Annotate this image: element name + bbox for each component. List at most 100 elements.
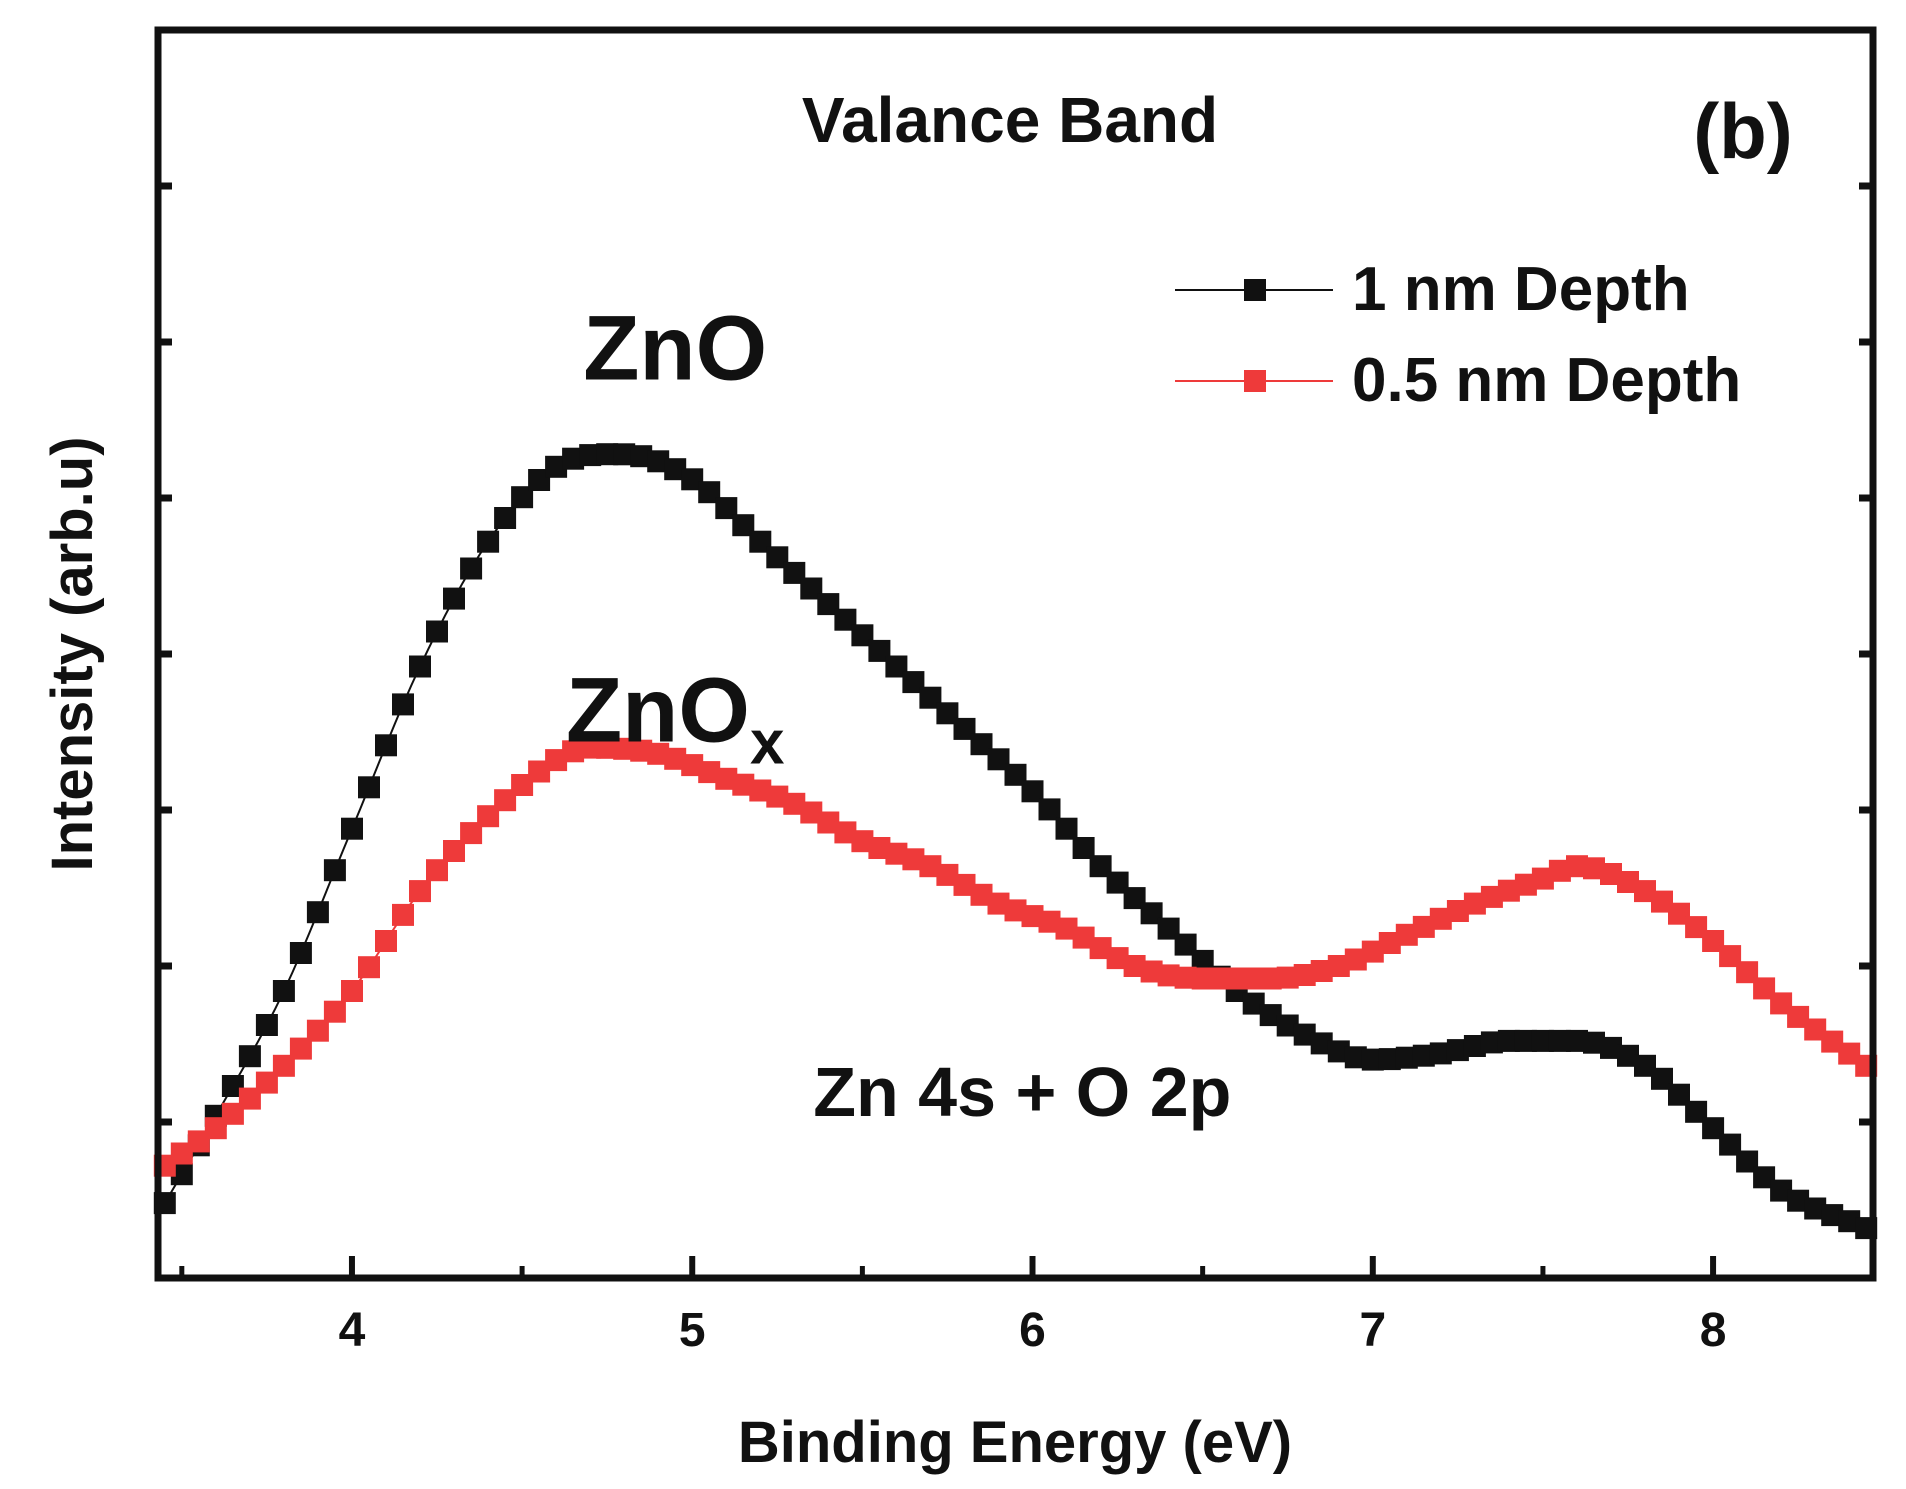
data-point-1nm <box>766 546 789 569</box>
data-point-1nm <box>834 608 857 631</box>
data-point-1nm <box>306 901 329 924</box>
data-point-05nm <box>1531 867 1554 890</box>
data-point-05nm <box>1327 955 1350 977</box>
data-point-1nm <box>613 443 636 466</box>
data-point-05nm <box>545 749 568 772</box>
data-point-1nm <box>1395 1046 1418 1069</box>
data-point-05nm <box>221 1102 244 1125</box>
data-point-1nm <box>255 1014 278 1036</box>
data-point-05nm <box>970 883 993 906</box>
data-point-1nm <box>732 514 755 537</box>
data-point-1nm <box>953 717 976 740</box>
data-point-1nm <box>681 468 704 491</box>
x-tick-label: 5 <box>679 1304 706 1357</box>
data-point-1nm <box>528 469 551 491</box>
data-point-05nm <box>477 805 500 828</box>
y-axis-label: Intensity (arb.u) <box>40 436 105 871</box>
data-point-05nm <box>1583 857 1605 880</box>
data-point-05nm <box>647 742 670 765</box>
data-point-05nm <box>936 863 959 886</box>
data-point-05nm <box>1753 977 1776 1000</box>
data-point-05nm <box>885 842 908 865</box>
data-point-05nm <box>1566 855 1588 878</box>
data-point-1nm <box>698 481 721 504</box>
data-point-05nm <box>187 1130 210 1153</box>
data-point-1nm <box>494 507 517 529</box>
data-point-1nm <box>1378 1048 1401 1071</box>
data-point-05nm <box>494 789 517 812</box>
data-point-05nm <box>1804 1018 1827 1041</box>
data-point-05nm <box>528 760 551 783</box>
data-point-1nm <box>323 859 346 882</box>
data-point-1nm <box>868 639 891 662</box>
data-point-05nm <box>1106 947 1129 970</box>
data-point-1nm <box>1344 1046 1367 1069</box>
data-point-05nm <box>289 1037 312 1060</box>
data-point-05nm <box>1685 916 1708 939</box>
data-point-1nm <box>1804 1197 1827 1220</box>
data-point-1nm <box>817 593 840 616</box>
x-tick-label: 4 <box>339 1304 366 1357</box>
data-point-05nm <box>1395 923 1418 946</box>
data-point-1nm <box>272 980 295 1002</box>
legend-label-1nm: 1 nm Depth <box>1352 255 1690 324</box>
data-point-05nm <box>323 1000 346 1023</box>
data-point-1nm <box>1702 1117 1725 1140</box>
data-point-05nm <box>800 801 823 824</box>
annotation-znox-subscript: x <box>750 708 785 777</box>
x-axis-label: Binding Energy (eV) <box>738 1410 1292 1475</box>
data-point-1nm <box>715 497 738 520</box>
data-point-1nm <box>664 458 687 481</box>
data-point-1nm <box>289 942 312 964</box>
data-point-05nm <box>868 837 891 859</box>
data-point-1nm <box>1770 1179 1793 1202</box>
data-point-05nm <box>1089 937 1112 960</box>
annotation-znox: ZnOx <box>566 659 785 777</box>
legend: 1 nm Depth 0.5 nm Depth <box>1175 255 1741 415</box>
annotation-zn4s-o2p: Zn 4s + O 2p <box>813 1053 1231 1131</box>
data-point-05nm <box>341 980 363 1002</box>
data-point-05nm <box>834 821 857 844</box>
chart-title: Valance Band <box>802 84 1218 156</box>
data-point-05nm <box>1361 940 1384 963</box>
data-point-1nm <box>1412 1044 1435 1067</box>
data-point-1nm <box>1259 1004 1282 1027</box>
data-point-1nm <box>919 686 942 709</box>
data-point-1nm <box>1566 1029 1588 1052</box>
data-point-05nm <box>1276 966 1299 989</box>
data-point-05nm <box>358 956 380 979</box>
data-point-1nm <box>1463 1035 1486 1057</box>
data-point-05nm <box>1072 926 1095 949</box>
data-point-05nm <box>1787 1005 1810 1028</box>
data-point-1nm <box>1497 1029 1520 1052</box>
data-point-1nm <box>1004 763 1027 786</box>
data-point-05nm <box>1344 948 1367 971</box>
data-point-1nm <box>970 733 993 756</box>
data-point-05nm <box>1140 960 1163 983</box>
data-point-1nm <box>1583 1031 1605 1054</box>
data-point-05nm <box>1123 955 1146 977</box>
data-point-1nm <box>1838 1210 1861 1233</box>
data-point-1nm <box>902 671 925 694</box>
data-point-05nm <box>766 785 789 808</box>
data-point-1nm <box>1685 1100 1708 1123</box>
data-point-05nm <box>272 1054 295 1077</box>
data-point-1nm <box>1429 1042 1452 1065</box>
data-point-1nm <box>1600 1036 1622 1059</box>
data-point-05nm <box>1446 900 1469 922</box>
data-point-05nm <box>919 855 942 878</box>
data-point-05nm <box>1429 907 1452 930</box>
data-point-1nm <box>1174 933 1197 956</box>
data-point-05nm <box>443 840 465 862</box>
data-point-1nm <box>1293 1023 1316 1046</box>
data-point-05nm <box>579 736 602 759</box>
annotation-zno: ZnO <box>583 297 767 399</box>
data-point-1nm <box>987 748 1010 771</box>
data-point-1nm <box>1480 1031 1503 1054</box>
x-tick-label: 6 <box>1019 1304 1046 1357</box>
data-point-05nm <box>1480 885 1503 908</box>
data-point-1nm <box>1140 902 1163 925</box>
data-point-05nm <box>1736 961 1759 984</box>
data-point-1nm <box>1719 1133 1742 1156</box>
data-point-1nm <box>460 557 483 580</box>
